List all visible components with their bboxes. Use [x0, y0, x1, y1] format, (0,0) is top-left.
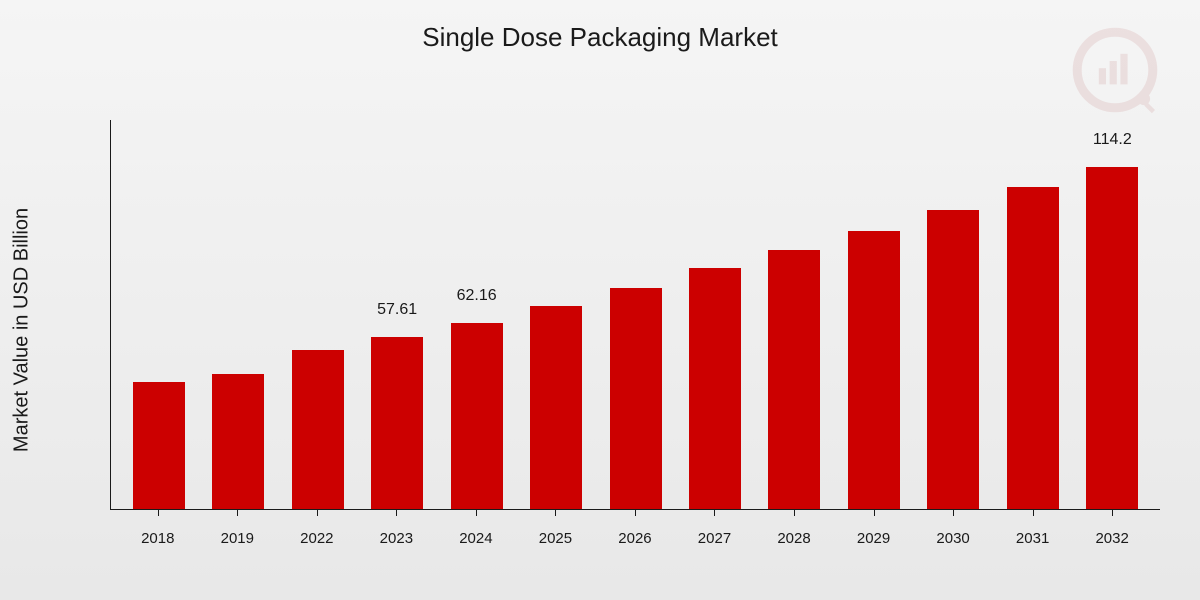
bar-slot	[675, 120, 754, 509]
bar-slot	[755, 120, 834, 509]
chart-title: Single Dose Packaging Market	[0, 0, 1200, 53]
bar-slot: 57.61	[357, 120, 436, 509]
x-axis-labels: 2018201920222023202420252026202720282029…	[110, 520, 1160, 560]
x-tick-label: 2031	[993, 520, 1073, 560]
x-tick-label: 2022	[277, 520, 357, 560]
bar	[371, 337, 423, 509]
bar	[610, 288, 662, 509]
bar	[530, 306, 582, 509]
bar	[689, 268, 741, 509]
bar	[1007, 187, 1059, 509]
bar	[1086, 167, 1138, 509]
bar-slot	[198, 120, 277, 509]
bar-slot	[834, 120, 913, 509]
bar-slot: 62.16	[437, 120, 516, 509]
x-tick-label: 2018	[118, 520, 198, 560]
bar	[451, 323, 503, 509]
bar-slot	[119, 120, 198, 509]
y-axis-label: Market Value in USD Billion	[11, 208, 34, 452]
x-tick-label: 2032	[1072, 520, 1152, 560]
x-tick-label: 2029	[834, 520, 914, 560]
bar	[927, 210, 979, 509]
bars-group: 57.61 62.16 114.2	[111, 120, 1160, 509]
bar	[848, 231, 900, 509]
bar-value-label: 62.16	[457, 287, 497, 305]
x-tick-label: 2027	[675, 520, 755, 560]
x-tick-label: 2019	[198, 520, 278, 560]
x-tick-label: 2024	[436, 520, 516, 560]
chart-container: Market Value in USD Billion 57.6162.1611…	[70, 100, 1170, 560]
plot-area: 57.61 62.16 114.2	[110, 120, 1160, 510]
bar-value-label: 57.61	[377, 301, 417, 319]
x-tick-label: 2028	[754, 520, 834, 560]
bar-slot: 114.2	[1073, 120, 1152, 509]
x-tick-label: 2030	[913, 520, 993, 560]
bar	[292, 350, 344, 509]
bar-slot	[516, 120, 595, 509]
bar-slot	[993, 120, 1072, 509]
bar-slot	[596, 120, 675, 509]
bar	[212, 374, 264, 509]
bar-slot	[278, 120, 357, 509]
x-tick-label: 2026	[595, 520, 675, 560]
x-tick-label: 2025	[516, 520, 596, 560]
bar-value-label: 114.2	[1093, 131, 1132, 149]
bar-slot	[914, 120, 993, 509]
x-tick-label: 2023	[357, 520, 437, 560]
bar	[133, 382, 185, 509]
bar	[768, 250, 820, 509]
